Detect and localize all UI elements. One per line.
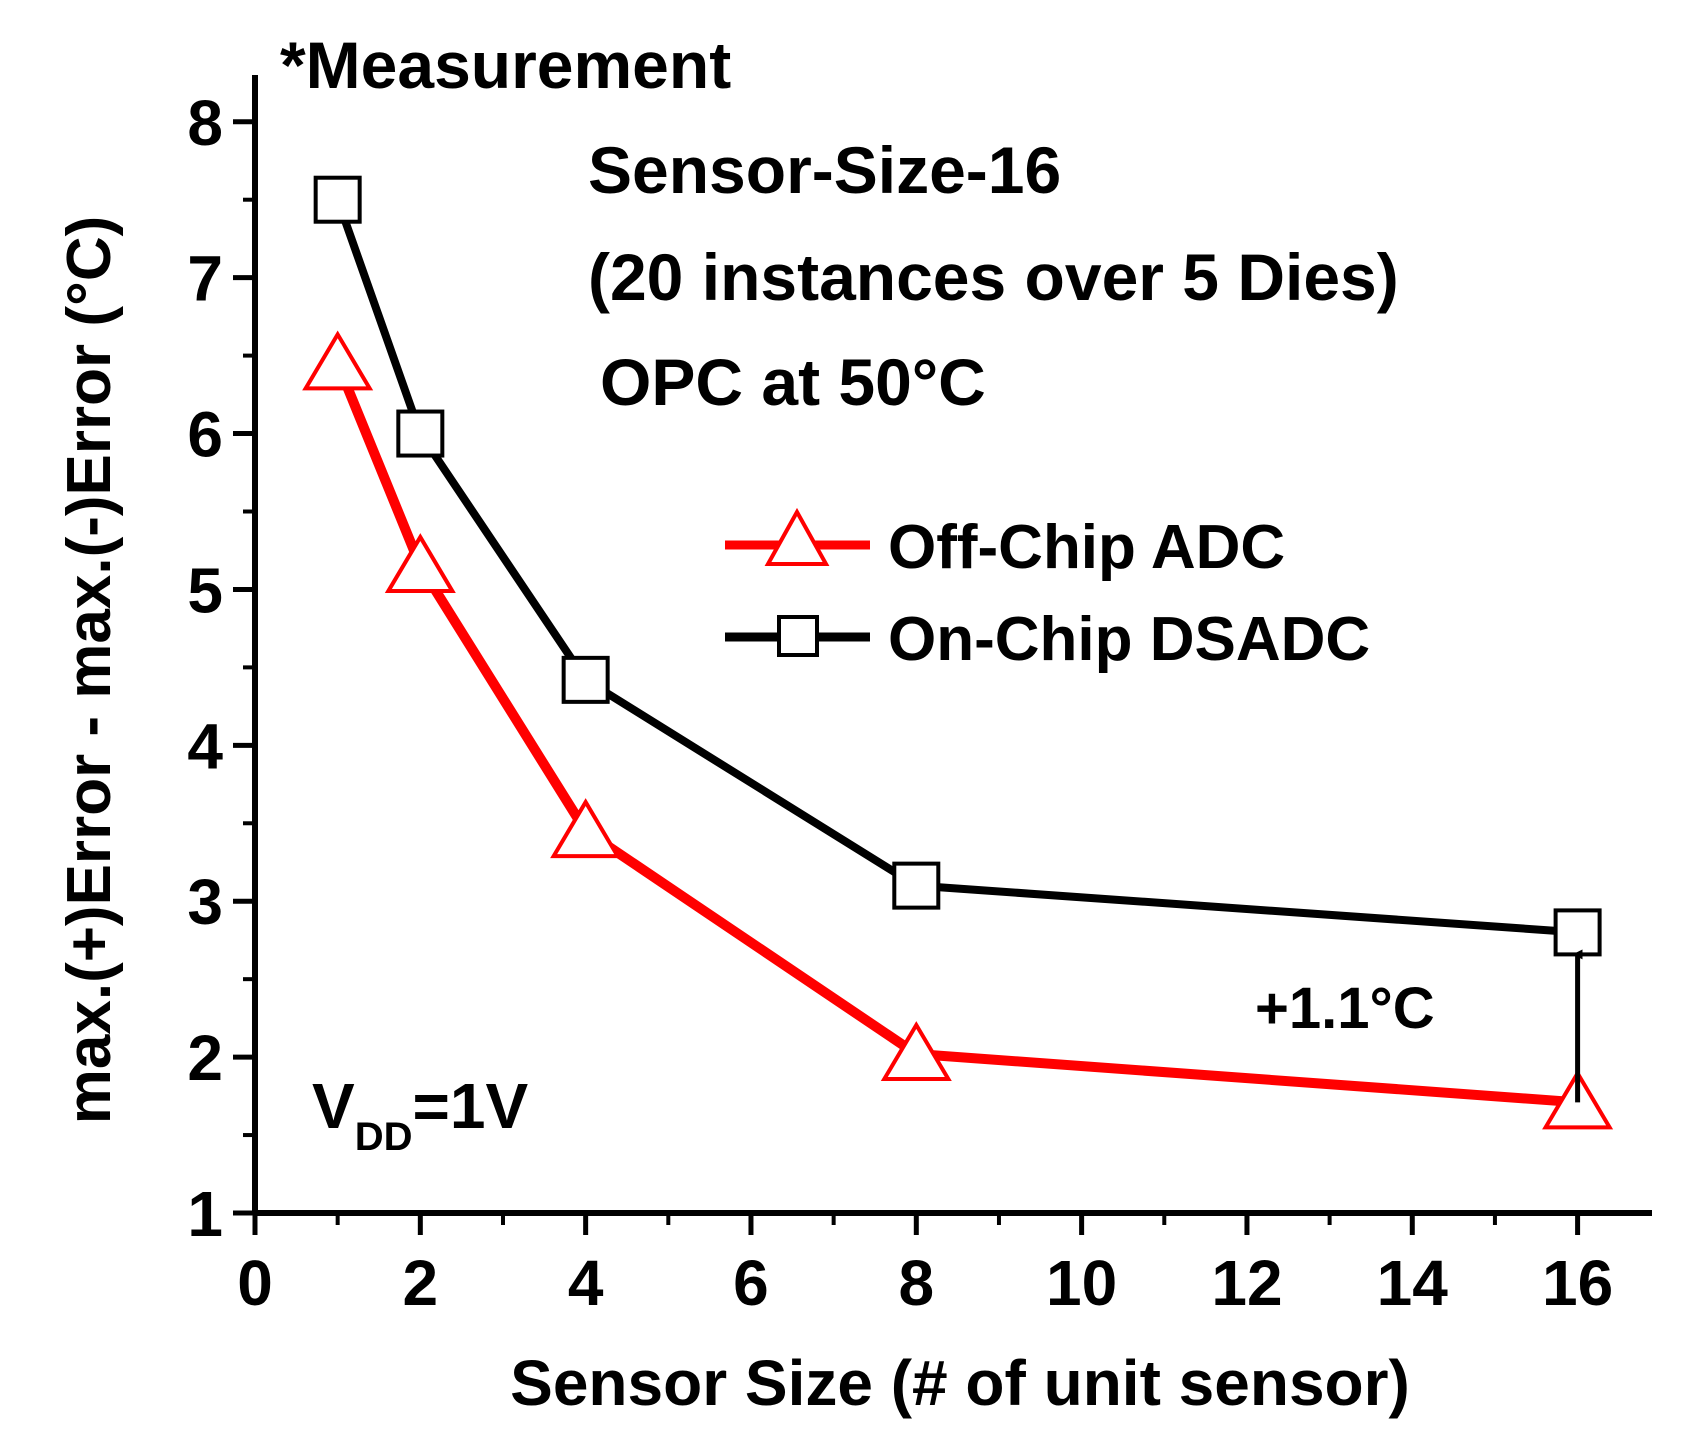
data-point-square	[1553, 908, 1602, 957]
vdd-label: VDD=1V	[312, 1070, 528, 1159]
data-point-triangle	[880, 1021, 952, 1081]
y-tick-label: 2	[187, 1022, 223, 1094]
data-point-square	[396, 409, 445, 458]
x-tick-label: 16	[1542, 1247, 1613, 1319]
annotations: *Measurement Sensor-Size-16 (20 instance…	[280, 28, 1435, 1159]
legend-label-off-chip: Off-Chip ADC	[888, 513, 1285, 582]
data-point-square	[561, 655, 610, 704]
legend-marker-triangle	[764, 507, 830, 566]
data-point-triangle	[384, 533, 456, 594]
y-tick-label: 1	[187, 1178, 223, 1250]
x-tick-label: 8	[899, 1247, 935, 1319]
instances-label: (20 instances over 5 Dies)	[588, 240, 1399, 314]
x-axis-title: Sensor Size (# of unit sensor)	[510, 1347, 1410, 1419]
x-tick-label: 2	[403, 1247, 439, 1319]
legend: Off-Chip ADC On-Chip DSADC	[725, 507, 1370, 674]
data-point-triangle	[550, 798, 622, 859]
delta-label: +1.1°C	[1255, 976, 1435, 1041]
measurement-label: *Measurement	[280, 28, 731, 102]
legend-marker-square	[777, 615, 819, 657]
vdd-value: =1V	[412, 1070, 528, 1142]
x-tick-label: 0	[237, 1247, 273, 1319]
vdd-subscript: DD	[355, 1115, 413, 1159]
y-tick-label: 3	[187, 866, 223, 938]
legend-label-on-chip: On-Chip DSADC	[888, 605, 1370, 674]
y-tick-label: 5	[187, 554, 223, 626]
y-tick-label: 8	[187, 87, 223, 159]
sensor-size-label: Sensor-Size-16	[588, 133, 1061, 207]
y-axis-title: max.(+)Error - max.(-)Error (°C)	[55, 216, 124, 1124]
x-tick-label: 10	[1046, 1247, 1117, 1319]
data-point-square	[892, 861, 941, 910]
opc-label: OPC at 50°C	[600, 345, 986, 419]
y-tick-label: 4	[187, 710, 223, 782]
y-tick-label: 6	[187, 399, 223, 471]
vdd-main: V	[312, 1070, 355, 1142]
y-tick-label: 7	[187, 243, 223, 315]
data-point-square	[313, 175, 362, 224]
x-tick-label: 6	[733, 1247, 769, 1319]
x-tick-label: 14	[1377, 1247, 1449, 1319]
x-tick-label: 12	[1211, 1247, 1282, 1319]
x-tick-label: 4	[568, 1247, 604, 1319]
data-point-triangle	[302, 330, 374, 391]
